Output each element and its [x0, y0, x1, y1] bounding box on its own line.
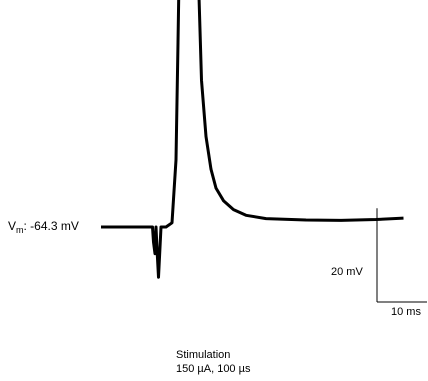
resting-potential-label: Vm: -64.3 mV	[8, 219, 79, 235]
vm-subscript: m	[16, 225, 24, 235]
stimulation-params: 150 µA, 100 µs	[176, 363, 251, 375]
vm-value: : -64.3 mV	[23, 219, 79, 233]
vm-symbol: V	[8, 219, 17, 233]
membrane-potential-trace	[101, 0, 404, 279]
stimulation-annotation: Stimulation 150 µA, 100 µs	[176, 348, 250, 376]
scale-bar-voltage-label: 20 mV	[331, 266, 363, 278]
stimulation-title: Stimulation	[176, 349, 231, 361]
scale-bar-time-label: 10 ms	[391, 306, 421, 318]
